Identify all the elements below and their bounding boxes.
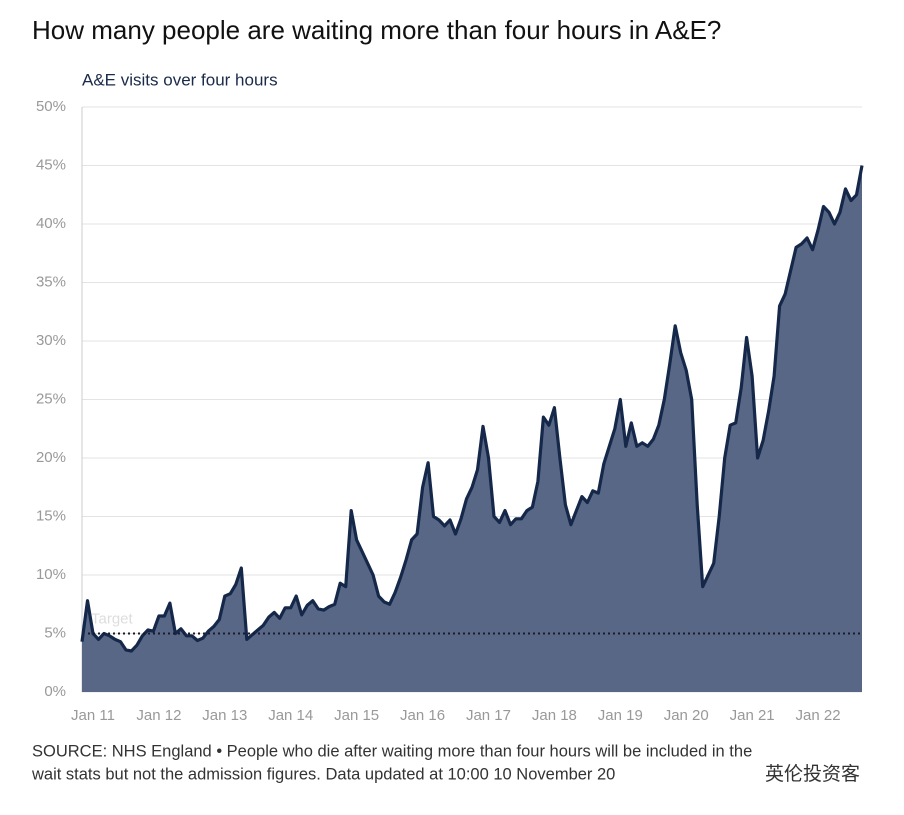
y-tick-label: 20% [36,449,66,466]
y-tick-label: 15% [36,507,66,524]
x-tick-label: Jan 15 [334,707,379,724]
target-label: Target [91,610,134,627]
x-tick-label: Jan 16 [400,707,445,724]
y-tick-label: 0% [44,683,66,700]
chart-title: How many people are waiting more than fo… [32,15,721,45]
y-tick-label: 5% [44,624,66,641]
y-tick-label: 25% [36,390,66,407]
y-tick-label: 10% [36,566,66,583]
line [80,165,864,653]
y-tick-label: 30% [36,332,66,349]
source-note: wait stats but not the admission figures… [31,765,615,783]
x-tick-label: Jan 19 [598,707,643,724]
x-tick-label: Jan 17 [466,707,511,724]
x-tick-label: Jan 20 [664,707,709,724]
x-tick-label: Jan 18 [532,707,577,724]
y-tick-label: 45% [36,156,66,173]
chart-subtitle: A&E visits over four hours [82,70,278,89]
x-tick-label: Jan 21 [730,707,775,724]
watermark: 英伦投资客 [765,763,860,785]
y-tick-label: 35% [36,273,66,290]
x-tick-label: Jan 11 [71,707,115,724]
source-note: SOURCE: NHS England • People who die aft… [32,742,752,760]
x-tick-label: Jan 22 [796,707,841,724]
area [82,165,862,692]
y-tick-label: 50% [36,98,66,115]
x-tick-label: Jan 14 [268,707,313,724]
x-tick-label: Jan 13 [202,707,247,724]
x-tick-label: Jan 12 [136,707,181,724]
y-tick-label: 40% [36,215,66,232]
